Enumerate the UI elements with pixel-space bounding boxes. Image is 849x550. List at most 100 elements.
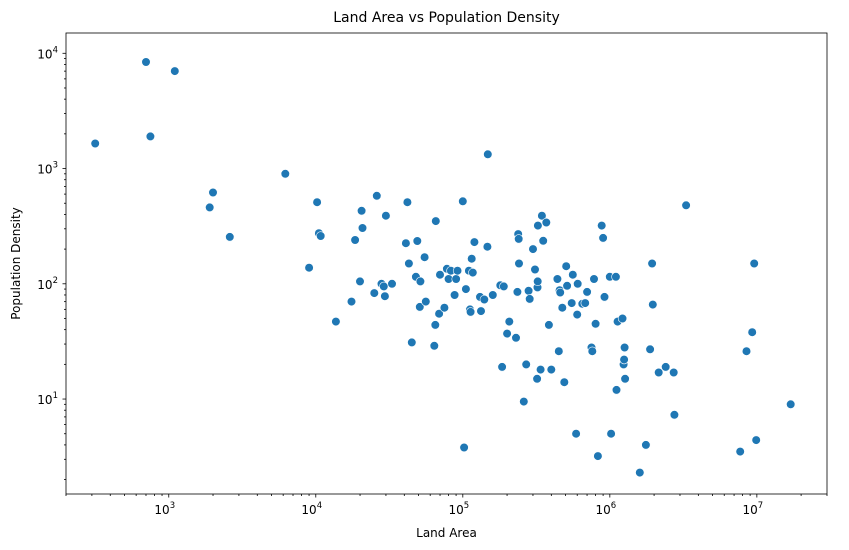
data-point	[430, 320, 440, 330]
data-point	[467, 254, 477, 264]
data-point	[582, 287, 592, 297]
y-axis-ticks: 101 102 103 104	[37, 45, 66, 481]
data-point	[504, 317, 514, 327]
data-point	[431, 216, 441, 226]
data-point	[412, 236, 422, 246]
data-point	[468, 268, 478, 278]
data-point	[669, 367, 679, 378]
data-point	[541, 217, 551, 228]
data-point	[533, 221, 543, 231]
data-point	[205, 202, 215, 212]
x-tick-label: 105	[448, 501, 469, 517]
data-point	[511, 333, 521, 343]
data-point	[562, 281, 572, 291]
data-point	[479, 294, 489, 305]
data-point	[208, 187, 218, 198]
data-point	[502, 329, 512, 339]
y-tick-label: 104	[37, 45, 58, 61]
chart-title: Land Area vs Population Density	[333, 10, 560, 26]
data-point	[452, 266, 463, 276]
x-axis-label: Land Area	[416, 526, 477, 540]
data-point	[786, 399, 796, 409]
data-point	[407, 337, 417, 348]
data-point	[611, 385, 622, 395]
x-axis-ticks: 103 104 105 106 107	[65, 494, 828, 517]
data-point	[514, 234, 524, 244]
data-point	[619, 342, 630, 353]
data-point	[421, 297, 431, 307]
data-point	[598, 233, 608, 243]
data-point	[469, 237, 480, 247]
data-point	[747, 327, 757, 337]
data-point	[488, 290, 498, 300]
data-point	[661, 362, 671, 372]
points-layer	[90, 57, 796, 478]
data-point	[620, 374, 630, 384]
y-axis-label: Population Density	[9, 207, 23, 319]
data-point	[415, 276, 426, 287]
data-point	[434, 309, 444, 319]
data-point	[537, 211, 547, 221]
data-point	[571, 429, 581, 439]
data-point	[751, 435, 761, 445]
data-point	[552, 274, 563, 284]
data-point	[741, 346, 752, 356]
data-point	[645, 344, 655, 354]
data-point	[355, 276, 365, 287]
data-point	[749, 258, 759, 269]
data-point	[538, 236, 548, 246]
data-point	[557, 303, 567, 313]
data-point	[568, 270, 578, 280]
data-point	[535, 365, 546, 375]
data-point	[331, 317, 341, 327]
data-point	[572, 310, 582, 320]
data-point	[402, 197, 413, 207]
data-point	[525, 294, 535, 304]
data-point	[512, 287, 523, 297]
data-point	[387, 279, 397, 289]
data-point	[528, 244, 538, 254]
data-point	[635, 468, 645, 478]
data-point	[611, 272, 621, 282]
data-point	[466, 307, 476, 317]
data-point	[647, 258, 657, 269]
plot-frame	[65, 32, 828, 495]
data-point	[357, 223, 368, 233]
data-point	[599, 292, 610, 302]
data-point	[439, 303, 450, 313]
data-point	[459, 442, 469, 453]
data-point	[483, 149, 493, 159]
data-point	[458, 196, 468, 206]
data-point	[532, 374, 542, 384]
data-point	[145, 131, 155, 141]
data-point	[499, 281, 509, 292]
data-point	[461, 284, 471, 294]
data-point	[357, 206, 367, 216]
data-point	[380, 291, 390, 301]
data-point	[372, 191, 382, 201]
data-point	[530, 264, 540, 275]
data-point	[514, 258, 524, 269]
data-point	[482, 242, 493, 252]
data-point	[590, 319, 601, 329]
data-point	[521, 359, 531, 370]
data-point	[401, 238, 411, 248]
data-point	[567, 298, 577, 308]
data-point	[225, 232, 235, 242]
x-tick-label: 103	[154, 501, 175, 517]
data-point	[554, 346, 564, 356]
data-point	[523, 286, 534, 296]
data-point	[435, 270, 445, 280]
data-point	[381, 211, 391, 221]
data-point	[593, 451, 603, 461]
x-tick-label: 104	[301, 501, 322, 517]
data-point	[681, 200, 691, 210]
data-point	[280, 169, 290, 179]
data-point	[555, 287, 565, 298]
x-tick-label: 107	[743, 501, 764, 517]
data-point	[346, 297, 357, 307]
data-point	[641, 440, 651, 450]
data-point	[573, 279, 583, 289]
data-point	[735, 447, 745, 457]
